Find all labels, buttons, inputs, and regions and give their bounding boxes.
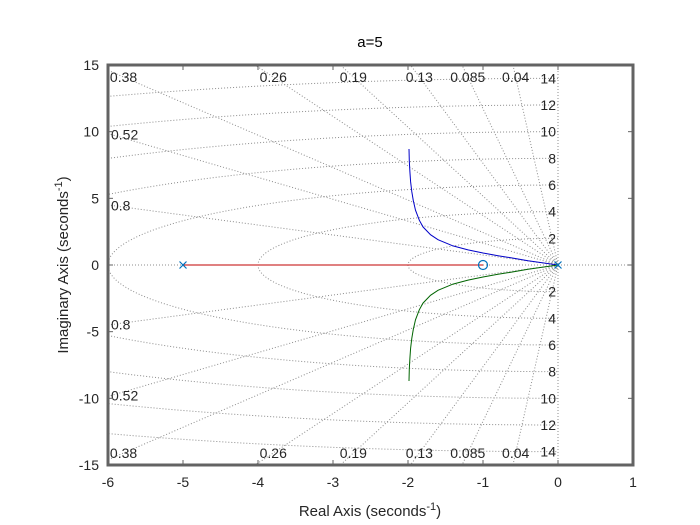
frequency-label: 8 bbox=[548, 150, 556, 166]
y-axis-title-close: ) bbox=[55, 176, 72, 181]
damping-ratio-ray bbox=[339, 264, 559, 465]
damping-ratio-ray bbox=[410, 65, 559, 266]
damping-ratio-ray bbox=[461, 65, 559, 266]
damping-label: 0.085 bbox=[450, 445, 485, 461]
damping-ratio-ray bbox=[108, 264, 559, 397]
y-tick-label: -10 bbox=[79, 390, 99, 406]
frequency-label: 14 bbox=[540, 444, 556, 460]
pole-stroke bbox=[554, 261, 562, 269]
frequency-label: 6 bbox=[548, 177, 556, 193]
y-tick-label: 5 bbox=[91, 190, 99, 206]
frequency-label: 2 bbox=[548, 230, 556, 246]
damping-ratio-ray bbox=[108, 133, 559, 266]
y-axis-title: Imaginary Axis (seconds-1) bbox=[53, 176, 72, 353]
damping-label: 0.04 bbox=[502, 69, 529, 85]
damping-label: 0.13 bbox=[406, 69, 433, 85]
damping-ratio-ray bbox=[254, 264, 559, 465]
zero-marker bbox=[477, 259, 489, 271]
frequency-label: 4 bbox=[548, 310, 556, 326]
damping-label: 0.04 bbox=[502, 445, 529, 461]
locus-branch-3 bbox=[408, 264, 559, 382]
damping-ratio-ray bbox=[108, 204, 559, 266]
damping-label: 0.26 bbox=[260, 69, 287, 85]
y-tick-label: 15 bbox=[83, 57, 99, 73]
damping-ratio-ray bbox=[108, 264, 559, 461]
natural-frequency-curve bbox=[108, 157, 559, 373]
frequency-label: 12 bbox=[540, 97, 556, 113]
damping-ratio-ray bbox=[461, 264, 559, 465]
frequency-label: 2 bbox=[548, 284, 556, 300]
frequency-label: 12 bbox=[540, 417, 556, 433]
chart-title: a=5 bbox=[357, 34, 382, 51]
x-axis-title: Real Axis (seconds-1) bbox=[299, 501, 441, 520]
y-axis-title-exponent: -1 bbox=[53, 181, 65, 191]
y-axis-title-text: Imaginary Axis (seconds bbox=[55, 191, 72, 354]
y-tick-label: 0 bbox=[91, 257, 99, 273]
damping-label: 0.52 bbox=[111, 126, 138, 142]
frequency-label: 10 bbox=[540, 390, 556, 406]
frequency-label: 6 bbox=[548, 337, 556, 353]
x-axis-title-close: ) bbox=[436, 503, 441, 520]
grid-labels: 0.04 0.04 0.085 0.085 0.13 0.13 0.19 0.19 0.26 0.… bbox=[110, 69, 556, 461]
x-tick-label: 0 bbox=[554, 474, 562, 490]
x-tick-label: -5 bbox=[177, 474, 190, 490]
damping-label: 0.19 bbox=[340, 69, 367, 85]
damping-ratio-ray bbox=[108, 264, 559, 326]
damping-ratio-ray bbox=[512, 65, 559, 266]
damping-label: 0.13 bbox=[406, 445, 433, 461]
pole-marker bbox=[554, 261, 562, 269]
damping-ratio-ray bbox=[254, 65, 559, 266]
x-tick-label: -4 bbox=[252, 474, 265, 490]
pole-stroke bbox=[179, 261, 187, 269]
damping-label: 0.26 bbox=[260, 445, 287, 461]
x-axis-title-exponent: -1 bbox=[426, 501, 436, 513]
y-tick-label: -15 bbox=[79, 457, 99, 473]
x-axis-title-text: Real Axis (seconds bbox=[299, 503, 427, 520]
damping-label: 0.8 bbox=[111, 317, 131, 333]
x-tick-label: -3 bbox=[327, 474, 340, 490]
pole-marker bbox=[179, 261, 187, 269]
x-tick-label: -6 bbox=[102, 474, 115, 490]
y-tick-label: -5 bbox=[87, 324, 100, 340]
damping-label: 0.38 bbox=[110, 445, 137, 461]
damping-ratio-ray bbox=[410, 264, 559, 465]
damping-ratio-ray bbox=[339, 65, 559, 266]
x-tick-label: -1 bbox=[477, 474, 490, 490]
damping-ratio-ray bbox=[512, 264, 559, 465]
locus-branch-2 bbox=[408, 148, 559, 266]
locus-branches bbox=[183, 148, 559, 382]
x-tick-label: -2 bbox=[402, 474, 415, 490]
frequency-label: 14 bbox=[540, 70, 556, 86]
pole-zero-markers bbox=[179, 259, 562, 271]
damping-label: 0.8 bbox=[111, 197, 131, 213]
y-tick-label: 10 bbox=[83, 124, 99, 140]
damping-label: 0.085 bbox=[450, 69, 485, 85]
damping-label: 0.38 bbox=[110, 69, 137, 85]
frequency-label: 4 bbox=[548, 204, 556, 220]
x-tick-label: 1 bbox=[629, 474, 637, 490]
damping-label: 0.52 bbox=[111, 388, 138, 404]
natural-frequency-curve bbox=[108, 104, 559, 426]
damping-ratio-ray bbox=[108, 69, 559, 266]
frequency-label: 8 bbox=[548, 364, 556, 380]
frequency-label: 10 bbox=[540, 124, 556, 140]
damping-label: 0.19 bbox=[340, 445, 367, 461]
